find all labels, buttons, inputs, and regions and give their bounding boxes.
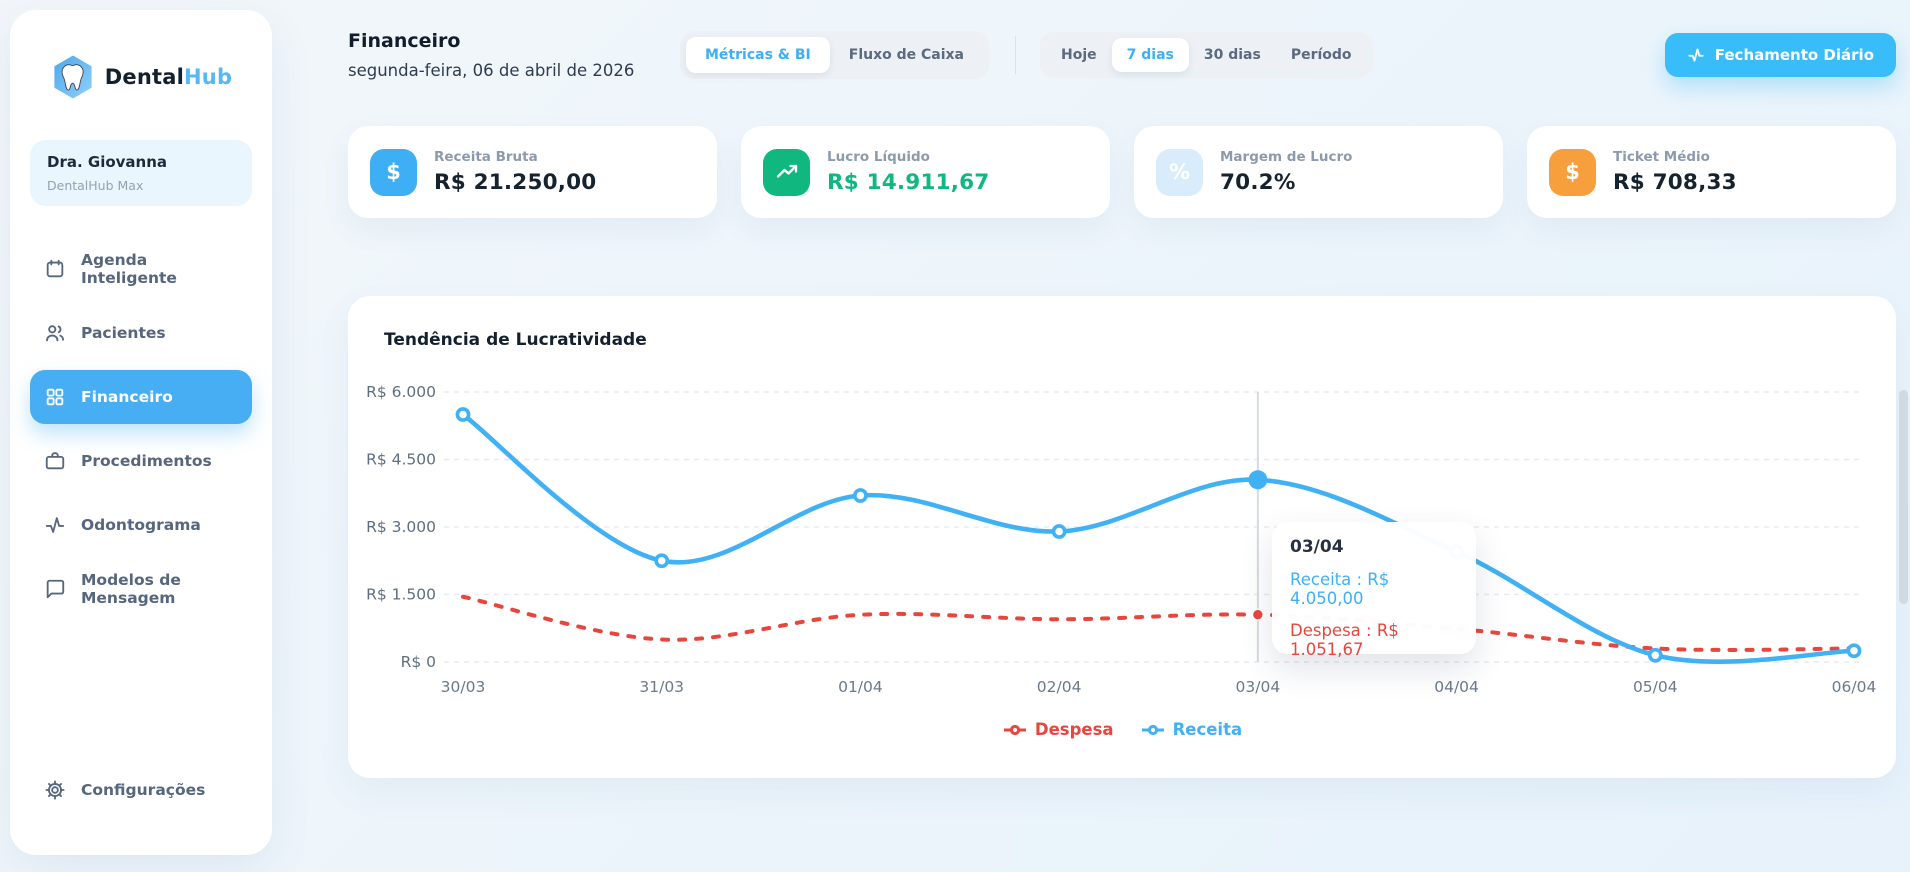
y-tick-label: R$ 0 [401,653,436,671]
chart-legend: Despesa Receita [348,720,1896,739]
x-tick-label: 02/04 [1037,678,1082,696]
y-tick-label: R$ 6.000 [366,383,436,401]
metric-value: R$ 21.250,00 [434,170,597,195]
legend-marker-despesa [1003,724,1026,735]
range-periodo[interactable]: Período [1276,38,1367,72]
y-tick-label: R$ 1.500 [366,586,436,604]
series-line-despesa [461,594,1856,652]
sidebar-item-modelos-mensagem[interactable]: Modelos de Mensagem [30,562,252,616]
dollar-icon: $ [1549,148,1596,196]
y-tick-label: R$ 3.000 [366,518,436,536]
sidebar-item-label: Agenda Inteligente [81,251,177,287]
chart-title: Tendência de Lucratividade [384,330,647,350]
pulse-icon [1688,48,1704,62]
trend-up-icon [763,148,810,196]
sidebar-item-configuracoes[interactable]: Configurações [30,763,252,817]
grid-icon [46,388,64,406]
sidebar-item-pacientes[interactable]: Pacientes [30,306,252,360]
user-card[interactable]: Dra. Giovanna DentalHub Max [30,140,252,206]
sidebar-item-odontograma[interactable]: Odontograma [30,498,252,552]
page-header: Financeiro segunda-feira, 06 de abril de… [348,30,1896,80]
gear-icon [45,780,65,800]
x-tick-label: 05/04 [1633,678,1678,696]
metric-card-receita-bruta[interactable]: $ Receita Bruta R$ 21.250,00 [348,126,717,218]
metric-card-ticket-medio[interactable]: $ Ticket Médio R$ 708,33 [1527,126,1896,218]
page-date: segunda-feira, 06 de abril de 2026 [348,61,635,80]
tooltip-date: 03/04 [1290,537,1344,557]
sidebar-item-label: Configurações [81,781,206,799]
metric-label: Margem de Lucro [1220,149,1353,165]
page-title: Financeiro [348,30,461,52]
x-tick-label: 30/03 [441,678,486,696]
sidebar-item-label: Procedimentos [81,452,212,470]
fechamento-diario-button[interactable]: Fechamento Diário [1664,33,1896,77]
sidebar-item-financeiro[interactable]: Financeiro [30,370,252,424]
series-line-receita [460,412,1857,664]
sidebar-item-label: Pacientes [81,324,166,342]
legend-item-receita[interactable]: Receita [1140,720,1242,739]
briefcase-icon [45,452,65,470]
profitability-chart-card: Tendência de Lucratividade R$ 0 R$ 1.500 R… [348,296,1896,778]
x-tick-label: 01/04 [838,678,883,696]
sidebar: DentalHub Dra. Giovanna DentalHub Max Ag… [10,10,272,855]
metric-card-margem-de-lucro[interactable]: % Margem de Lucro 70.2% [1134,126,1503,218]
user-name: Dra. Giovanna [47,153,168,171]
brand-name: DentalHub [104,65,233,89]
percent-icon: % [1156,148,1203,196]
sidebar-nav: Agenda Inteligente Pacientes Financeiro … [30,242,252,616]
dollar-icon: $ [370,148,417,196]
calendar-icon [46,259,64,278]
range-hoje[interactable]: Hoje [1046,38,1112,72]
metric-value: 70.2% [1220,170,1296,195]
range-30-dias[interactable]: 30 dias [1189,38,1276,72]
sidebar-item-agenda[interactable]: Agenda Inteligente [30,242,252,296]
header-divider [1015,36,1016,74]
metric-value: R$ 14.911,67 [827,170,990,195]
tooltip-despesa: Despesa : R$ 1.051,67 [1290,621,1399,659]
activity-icon [45,517,65,533]
view-tab-group: Métricas & BI Fluxo de Caixa [680,31,989,79]
metric-label: Lucro Líquido [827,149,930,165]
metric-value: R$ 708,33 [1613,170,1737,195]
metric-card-lucro-liquido[interactable]: Lucro Líquido R$ 14.911,67 [741,126,1110,218]
metric-label: Ticket Médio [1613,149,1710,165]
x-tick-label: 04/04 [1434,678,1479,696]
legend-item-despesa[interactable]: Despesa [1002,720,1114,739]
sidebar-item-label: Odontograma [81,516,201,534]
y-tick-label: R$ 4.500 [366,451,436,469]
tooltip-receita: Receita : R$ 4.050,00 [1290,570,1390,608]
range-7-dias[interactable]: 7 dias [1111,38,1189,72]
line-chart[interactable]: R$ 0 R$ 1.500 R$ 3.000 R$ 4.500 R$ 6.000 30/0… [366,378,1876,714]
main-content: Financeiro segunda-feira, 06 de abril de… [272,0,1910,872]
x-tick-label: 31/03 [639,678,684,696]
range-tab-group: Hoje 7 dias 30 dias Período [1040,32,1373,78]
sidebar-item-procedimentos[interactable]: Procedimentos [30,434,252,488]
tab-metricas-bi[interactable]: Métricas & BI [686,37,830,73]
users-icon [46,325,64,342]
sidebar-item-label: Financeiro [81,388,173,406]
tooth-hexagon-icon [54,55,92,99]
brand-logo: DentalHub [30,54,252,100]
sidebar-item-label: Modelos de Mensagem [81,571,181,607]
scrollbar-thumb[interactable] [1899,390,1908,604]
chart-tooltip: 03/04 Receita : R$ 4.050,00 Despesa : R$… [1272,522,1476,659]
user-plan: DentalHub Max [47,178,144,193]
x-tick-label: 03/04 [1236,678,1281,696]
x-tick-label: 06/04 [1832,678,1877,696]
metric-label: Receita Bruta [434,149,538,165]
message-icon [46,579,65,599]
tab-fluxo-de-caixa[interactable]: Fluxo de Caixa [830,37,983,73]
legend-marker-receita [1141,724,1164,735]
metric-cards-row: $ Receita Bruta R$ 21.250,00 Lucro Líqui… [348,126,1896,218]
